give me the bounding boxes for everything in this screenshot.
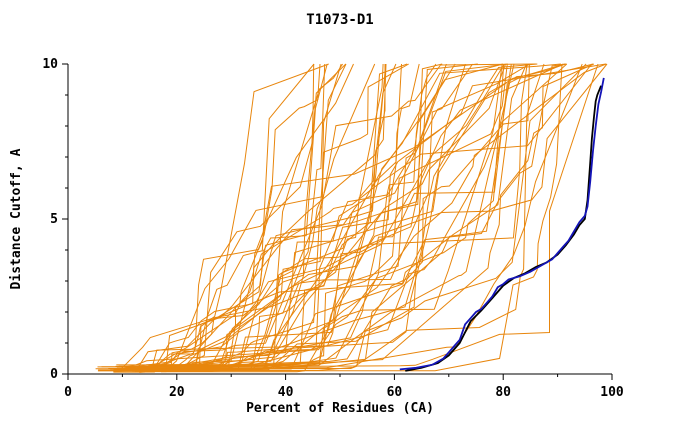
axes: [62, 63, 613, 380]
x-tick-label: 100: [600, 385, 624, 400]
y-tick-label: 10: [42, 57, 58, 72]
x-tick-label: 40: [278, 385, 294, 400]
model-curve: [154, 63, 326, 366]
model-curve: [115, 63, 507, 367]
x-tick-label: 0: [64, 385, 72, 400]
series-layer: [95, 63, 608, 373]
best-model-black: [405, 85, 602, 372]
model-curve: [116, 63, 536, 368]
model-curve: [165, 63, 347, 372]
model-curve: [118, 63, 606, 371]
selected-model-blue: [399, 77, 605, 371]
model-curve: [139, 63, 567, 373]
model-curve: [124, 63, 329, 373]
x-tick-label: 80: [495, 385, 511, 400]
model-curve: [159, 63, 328, 367]
model-curve: [110, 63, 387, 370]
x-axis-label: Percent of Residues (CA): [246, 401, 434, 416]
model-curve: [148, 63, 384, 370]
model-curve: [108, 63, 587, 369]
model-curve: [113, 63, 402, 372]
x-tick-label: 60: [387, 385, 403, 400]
y-axis-label: Distance Cutoff, A: [9, 148, 24, 289]
model-curve: [162, 63, 515, 367]
y-tick-label: 0: [50, 367, 58, 382]
model-curve: [137, 63, 583, 369]
model-curve: [135, 63, 397, 372]
chart-title: T1073-D1: [306, 12, 373, 28]
model-curve: [125, 63, 593, 369]
model-curve: [101, 63, 408, 368]
model-curve: [142, 63, 474, 371]
y-tick-label: 5: [50, 212, 58, 227]
model-curve: [114, 63, 564, 370]
model-curve: [146, 63, 566, 366]
tick-labels: 0 20 40 60 80 100 0 5 10: [42, 57, 624, 400]
model-curve: [97, 63, 505, 368]
model-curve: [97, 63, 321, 372]
model-curve: [132, 63, 344, 368]
model-curve: [139, 63, 566, 369]
model-curve: [150, 63, 437, 366]
x-tick-label: 20: [169, 385, 185, 400]
model-curve: [135, 63, 508, 372]
model-curve: [128, 63, 443, 369]
